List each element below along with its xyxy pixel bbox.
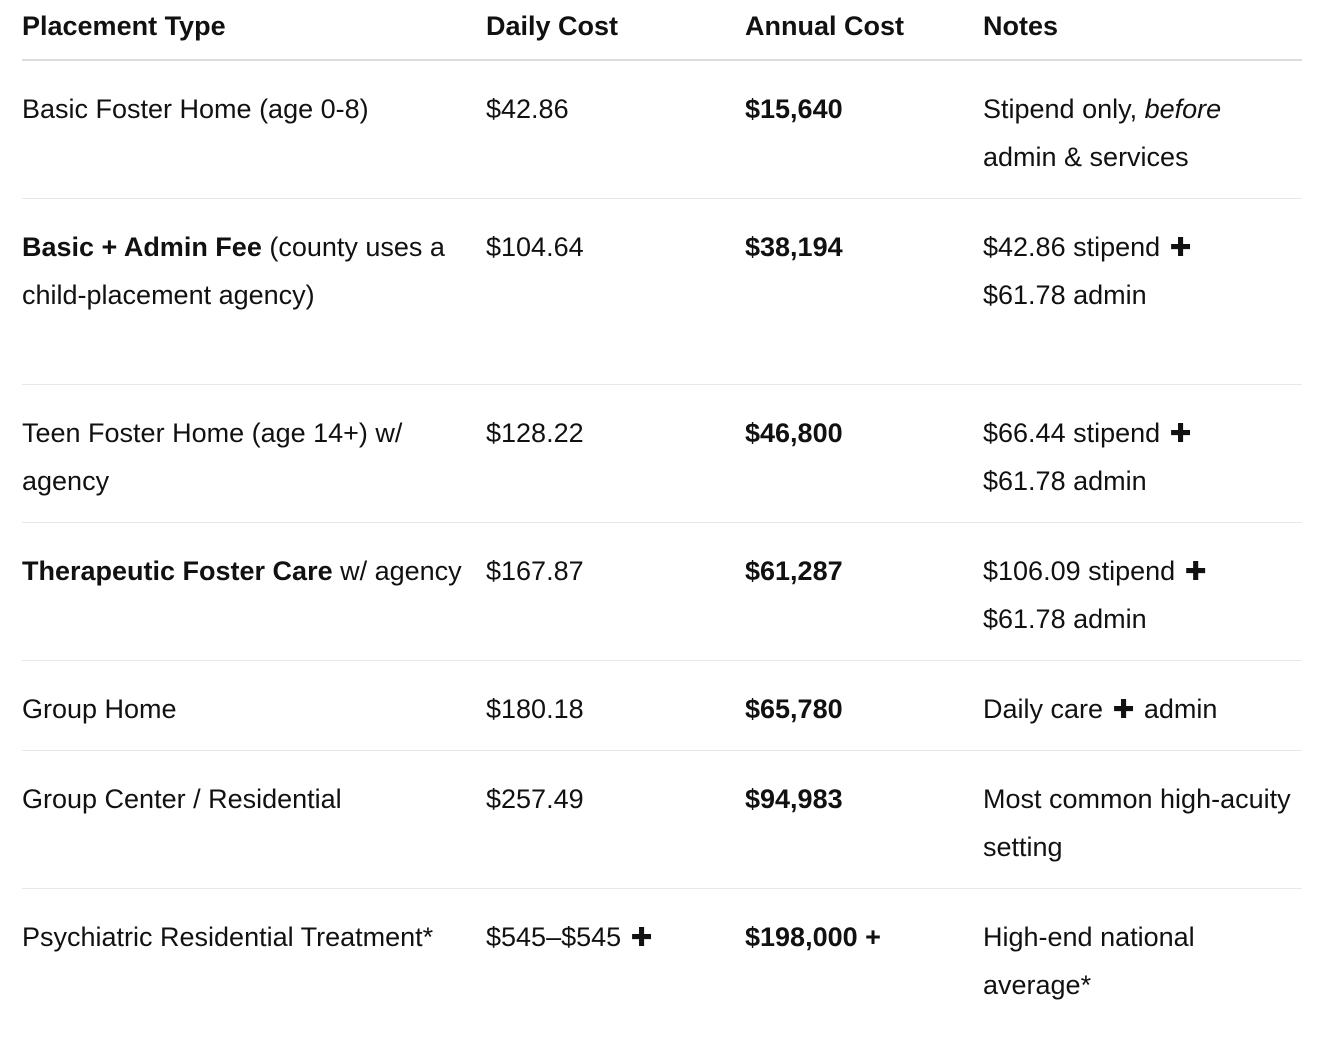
- daily-cost-cell: $42.86: [486, 94, 569, 124]
- notes-text: $61.78 admin: [983, 280, 1147, 310]
- annual-cost-cell: $94,983: [745, 784, 843, 814]
- placement-type-bold: Therapeutic Foster Care: [22, 556, 333, 586]
- table-header-row: Placement Type Daily Cost Annual Cost No…: [22, 0, 1302, 61]
- header-placement-type: Placement Type: [22, 11, 226, 41]
- plus-icon: ✚: [1112, 694, 1135, 724]
- placement-type-cell: Basic + Admin Fee (county uses a child-p…: [22, 223, 486, 365]
- annual-cost-cell: $65,780: [745, 694, 843, 724]
- plus-icon: ✚: [1169, 418, 1192, 448]
- notes-cell: High-end national average*: [983, 922, 1195, 1000]
- notes-text: admin & services: [983, 142, 1189, 172]
- notes-cell: Stipend only, before admin & services: [983, 85, 1302, 179]
- notes-text: Stipend only,: [983, 94, 1145, 124]
- placement-type-cell: Psychiatric Residential Treatment*: [22, 913, 486, 1020]
- notes-text: $106.09 stipend: [983, 556, 1176, 586]
- notes-text: $61.78 admin: [983, 466, 1147, 496]
- placement-type-cell: Group Home: [22, 685, 486, 731]
- header-daily-cost: Daily Cost: [486, 11, 619, 41]
- notes-cell: Daily care ✚ admin: [983, 685, 1302, 731]
- placement-type-text: (county uses a child-placement agency): [22, 232, 445, 310]
- placement-type-cell: Teen Foster Home (age 14+) w/ agency: [22, 409, 486, 503]
- daily-cost-cell: $180.18: [486, 694, 584, 724]
- table-row: Group Center / Residential $257.49 $94,9…: [22, 751, 1302, 889]
- placement-type-text: Group Home: [22, 694, 177, 724]
- placement-type-text: Teen Foster Home (age 14+) w/ agency: [22, 418, 403, 496]
- notes-text: admin: [1143, 694, 1218, 724]
- daily-cost-cell: $128.22: [486, 418, 584, 448]
- daily-cost-cell: $257.49: [486, 784, 584, 814]
- table-row: Group Home $180.18 $65,780 Daily care ✚ …: [22, 661, 1302, 751]
- notes-text: $66.44 stipend: [983, 418, 1161, 448]
- daily-cost-cell: $104.64: [486, 232, 584, 262]
- table-row: Basic Foster Home (age 0-8) $42.86 $15,6…: [22, 61, 1302, 199]
- placement-type-cell: Therapeutic Foster Care w/ agency: [22, 547, 486, 641]
- placement-type-cell: Basic Foster Home (age 0-8): [22, 85, 486, 179]
- placement-type-text: Basic Foster Home (age 0-8): [22, 94, 369, 124]
- header-notes: Notes: [983, 11, 1059, 41]
- header-annual-cost: Annual Cost: [745, 11, 904, 41]
- notes-text: Daily care: [983, 694, 1104, 724]
- placement-type-bold: Basic + Admin Fee: [22, 232, 262, 262]
- plus-icon: ✚: [1184, 556, 1207, 586]
- placement-type-text: Group Center / Residential: [22, 784, 342, 814]
- annual-cost-cell: $61,287: [745, 556, 843, 586]
- notes-cell: $42.86 stipend ✚ $61.78 admin: [983, 223, 1302, 365]
- annual-cost-cell: $38,194: [745, 232, 843, 262]
- annual-cost-cell: $198,000 +: [745, 922, 881, 952]
- daily-cost-cell: $167.87: [486, 556, 584, 586]
- table-row: Basic + Admin Fee (county uses a child-p…: [22, 199, 1302, 385]
- annual-cost-cell: $46,800: [745, 418, 843, 448]
- table-row: Psychiatric Residential Treatment* $545–…: [22, 889, 1302, 1039]
- notes-cell: $66.44 stipend ✚ $61.78 admin: [983, 409, 1302, 503]
- cost-table: Placement Type Daily Cost Annual Cost No…: [22, 0, 1302, 1039]
- notes-emphasis: before: [1144, 94, 1222, 124]
- placement-type-text: w/ agency: [332, 556, 462, 586]
- notes-text: $61.78 admin: [983, 604, 1147, 634]
- daily-cost-cell: $545–$545 ✚: [486, 913, 745, 1020]
- notes-cell: $106.09 stipend ✚ $61.78 admin: [983, 547, 1302, 641]
- plus-icon: ✚: [630, 922, 653, 952]
- table-row: Therapeutic Foster Care w/ agency $167.8…: [22, 523, 1302, 661]
- table-row: Teen Foster Home (age 14+) w/ agency $12…: [22, 385, 1302, 523]
- notes-cell: Most common high-acuity setting: [983, 784, 1291, 862]
- annual-cost-cell: $15,640: [745, 94, 843, 124]
- plus-icon: ✚: [1169, 232, 1192, 262]
- placement-type-cell: Group Center / Residential: [22, 775, 486, 869]
- placement-type-text: Psychiatric Residential Treatment*: [22, 922, 434, 952]
- notes-text: $42.86 stipend: [983, 232, 1161, 262]
- daily-cost-text: $545–$545: [486, 922, 622, 952]
